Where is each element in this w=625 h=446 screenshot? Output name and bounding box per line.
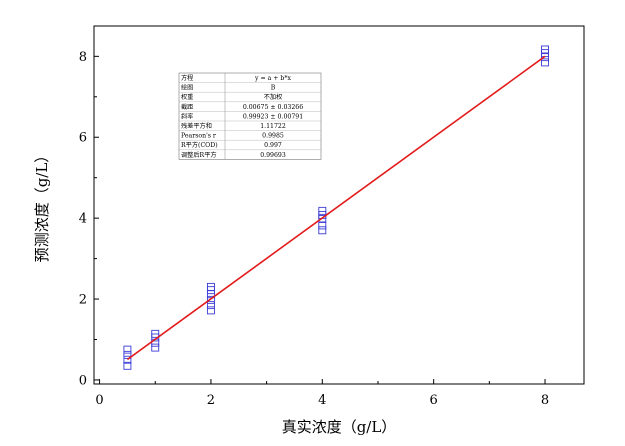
stats-value: 0.997 bbox=[264, 142, 282, 149]
stats-value: 0.00675 ± 0.03266 bbox=[243, 104, 303, 111]
data-point bbox=[318, 221, 327, 230]
data-point bbox=[318, 226, 327, 235]
y-tick-label: 8 bbox=[79, 50, 87, 65]
stats-value: 0.9985 bbox=[262, 133, 284, 140]
data-point bbox=[123, 355, 132, 364]
y-tick-labels: 0 2 4 6 8 bbox=[79, 50, 87, 389]
stats-table-frame bbox=[178, 72, 322, 160]
x-tick-labels: 0 2 4 6 8 bbox=[95, 393, 549, 408]
stats-label: 调整后R平方 bbox=[181, 151, 217, 159]
x-tick-label: 4 bbox=[318, 393, 326, 408]
stats-label: 方程 bbox=[181, 74, 193, 82]
y-tick-label: 6 bbox=[79, 131, 87, 146]
stats-label: 截距 bbox=[181, 103, 193, 111]
x-tick-label: 6 bbox=[430, 393, 438, 408]
data-point bbox=[123, 350, 132, 359]
stats-label: 残差平方和 bbox=[181, 122, 212, 130]
stats-value: B bbox=[271, 85, 276, 92]
data-point bbox=[151, 343, 160, 352]
y-tick-label: 0 bbox=[79, 373, 87, 388]
data-points bbox=[123, 45, 549, 370]
data-point bbox=[151, 329, 160, 338]
x-tick-label: 0 bbox=[95, 393, 103, 408]
y-tick-label: 2 bbox=[79, 293, 87, 308]
data-point bbox=[206, 282, 215, 291]
data-point bbox=[541, 58, 549, 67]
stats-value: 0.99923 ± 0.00791 bbox=[243, 113, 303, 120]
stats-value: y = a + b*x bbox=[254, 75, 291, 82]
stats-value: 不加权 bbox=[264, 93, 283, 101]
y-axis-title: 预测浓度（g/L） bbox=[33, 148, 51, 263]
x-axis-title: 真实浓度（g/L） bbox=[282, 418, 397, 436]
stats-value: 0.99693 bbox=[260, 152, 286, 159]
stats-label: 斜率 bbox=[181, 112, 193, 120]
plot-area-frame bbox=[93, 25, 585, 385]
axis-ticks bbox=[94, 55, 546, 384]
data-point bbox=[123, 345, 132, 354]
data-point bbox=[123, 361, 132, 370]
data-point bbox=[318, 206, 327, 215]
y-tick-label: 4 bbox=[79, 212, 87, 227]
data-point bbox=[206, 295, 215, 304]
x-tick-label: 2 bbox=[207, 393, 215, 408]
data-point bbox=[541, 45, 549, 54]
stats-label: R平方(COD) bbox=[181, 141, 218, 149]
stats-label: 绘图 bbox=[181, 84, 193, 92]
data-point bbox=[541, 53, 549, 62]
fit-line bbox=[126, 55, 546, 361]
stats-value: 1.11722 bbox=[260, 123, 286, 130]
stats-label: Pearson's r bbox=[181, 133, 216, 140]
data-point bbox=[206, 306, 215, 315]
stats-label: 权重 bbox=[181, 93, 193, 101]
data-point bbox=[206, 301, 215, 310]
x-tick-label: 8 bbox=[541, 393, 549, 408]
data-point bbox=[318, 215, 327, 223]
